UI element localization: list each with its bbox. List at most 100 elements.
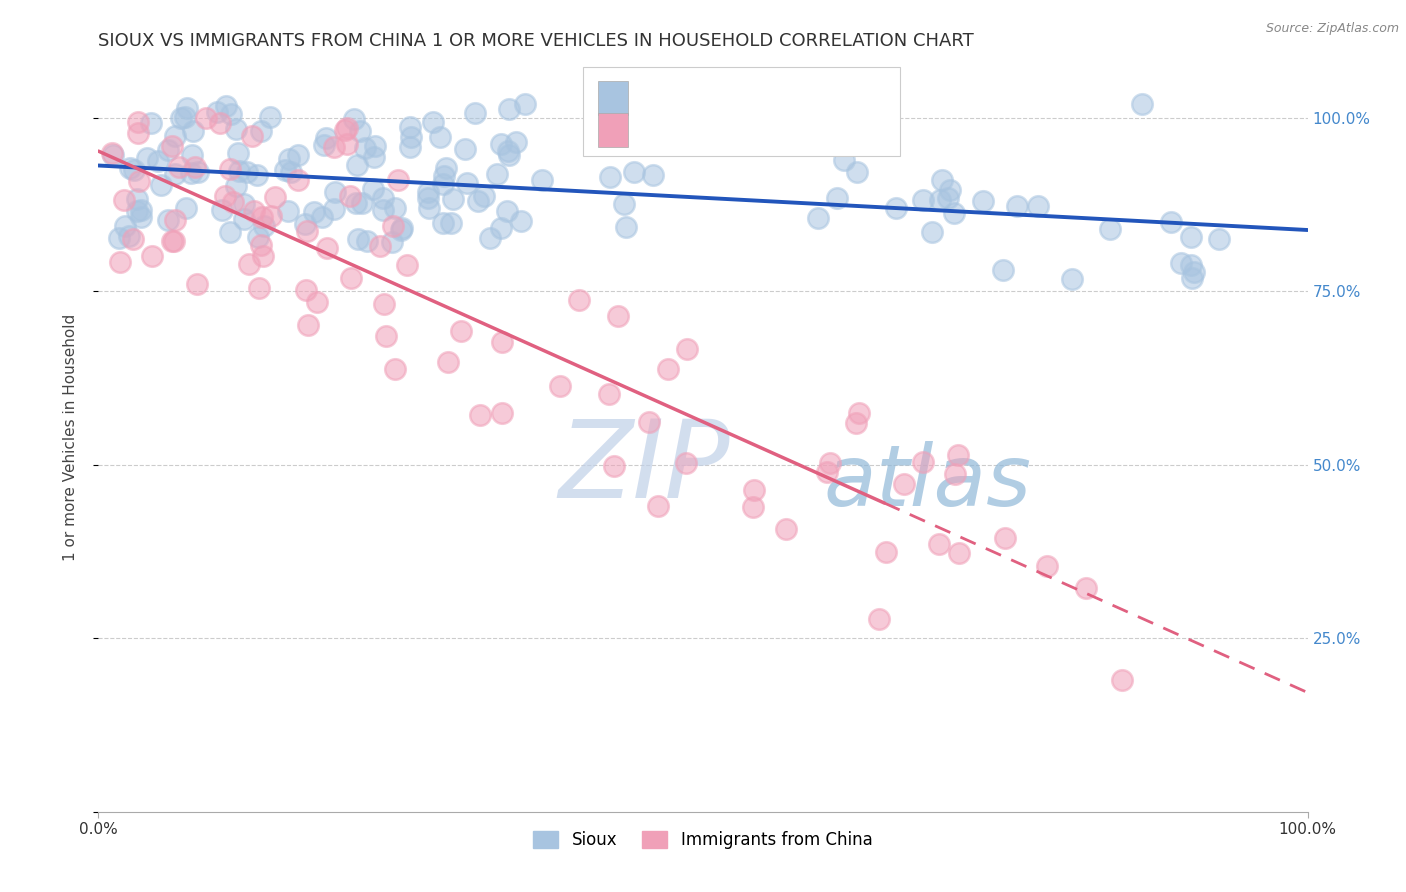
Point	[219, 162, 242, 177]
Point	[884, 202, 907, 216]
Point	[432, 216, 454, 230]
Point	[868, 612, 890, 626]
Point	[340, 270, 363, 285]
Point	[128, 174, 150, 188]
Point	[373, 297, 395, 311]
Point	[675, 456, 697, 470]
Point	[181, 124, 204, 138]
Point	[875, 545, 897, 559]
Point	[335, 121, 357, 136]
Point	[614, 219, 637, 234]
Point	[219, 225, 242, 239]
Point	[238, 257, 260, 271]
Point	[599, 169, 621, 184]
Point	[222, 195, 245, 210]
Point	[274, 163, 297, 178]
Text: atlas: atlas	[824, 441, 1032, 524]
Point	[127, 115, 149, 129]
Point	[174, 110, 197, 124]
Point	[118, 228, 141, 243]
Point	[316, 241, 339, 255]
Point	[225, 122, 247, 136]
Point	[496, 204, 519, 219]
Point	[1074, 581, 1097, 595]
Point	[676, 343, 699, 357]
Text: R = -0.614    N = 134: R = -0.614 N = 134	[640, 89, 868, 107]
Point	[127, 126, 149, 140]
Point	[433, 169, 456, 183]
Point	[384, 202, 406, 216]
Point	[1036, 558, 1059, 573]
Point	[911, 193, 934, 207]
Point	[112, 194, 135, 208]
Point	[643, 168, 665, 182]
Point	[936, 191, 959, 205]
Point	[277, 204, 299, 219]
Point	[498, 147, 520, 161]
Text: SIOUX VS IMMIGRANTS FROM CHINA 1 OR MORE VEHICLES IN HOUSEHOLD CORRELATION CHART: SIOUX VS IMMIGRANTS FROM CHINA 1 OR MORE…	[98, 32, 974, 50]
Point	[1098, 221, 1121, 235]
Point	[278, 153, 301, 167]
Point	[638, 415, 661, 429]
Point	[297, 318, 319, 332]
Point	[176, 101, 198, 115]
Point	[124, 163, 146, 178]
Point	[928, 193, 950, 207]
Point	[122, 232, 145, 246]
Point	[187, 165, 209, 179]
Point	[228, 146, 250, 161]
Point	[1130, 97, 1153, 112]
Point	[186, 277, 208, 292]
Point	[491, 407, 513, 421]
Point	[441, 192, 464, 206]
Point	[219, 107, 242, 121]
Point	[346, 158, 368, 172]
Point	[101, 145, 124, 160]
Point	[295, 224, 318, 238]
Point	[568, 293, 591, 307]
Point	[845, 416, 868, 430]
Point	[205, 105, 228, 120]
Point	[354, 141, 377, 155]
Point	[991, 262, 1014, 277]
Point	[311, 210, 333, 224]
Point	[485, 167, 508, 181]
Point	[361, 182, 384, 196]
Point	[921, 226, 943, 240]
Point	[602, 458, 624, 473]
Point	[174, 201, 197, 215]
Point	[163, 234, 186, 248]
Point	[1182, 265, 1205, 279]
Point	[478, 230, 501, 244]
Point	[247, 281, 270, 295]
Point	[1060, 272, 1083, 286]
Point	[467, 194, 489, 208]
Point	[948, 546, 970, 560]
Point	[322, 139, 344, 153]
Point	[1181, 271, 1204, 285]
Point	[180, 166, 202, 180]
Point	[515, 97, 537, 112]
Point	[1170, 256, 1192, 270]
Point	[375, 329, 398, 343]
Point	[294, 217, 316, 231]
Point	[349, 124, 371, 138]
Point	[382, 219, 405, 233]
Point	[387, 173, 409, 187]
Text: R = -0.319    N =  82: R = -0.319 N = 82	[640, 121, 868, 139]
Point	[391, 220, 413, 235]
Point	[416, 185, 439, 199]
Point	[491, 334, 513, 349]
Point	[468, 408, 491, 422]
Point	[530, 173, 553, 187]
Point	[101, 148, 124, 162]
Point	[250, 238, 273, 252]
Point	[948, 448, 970, 462]
Point	[384, 361, 406, 376]
Point	[352, 195, 374, 210]
Point	[233, 197, 256, 211]
Point	[456, 177, 478, 191]
Point	[931, 173, 953, 187]
Point	[775, 522, 797, 536]
Point	[127, 192, 149, 206]
